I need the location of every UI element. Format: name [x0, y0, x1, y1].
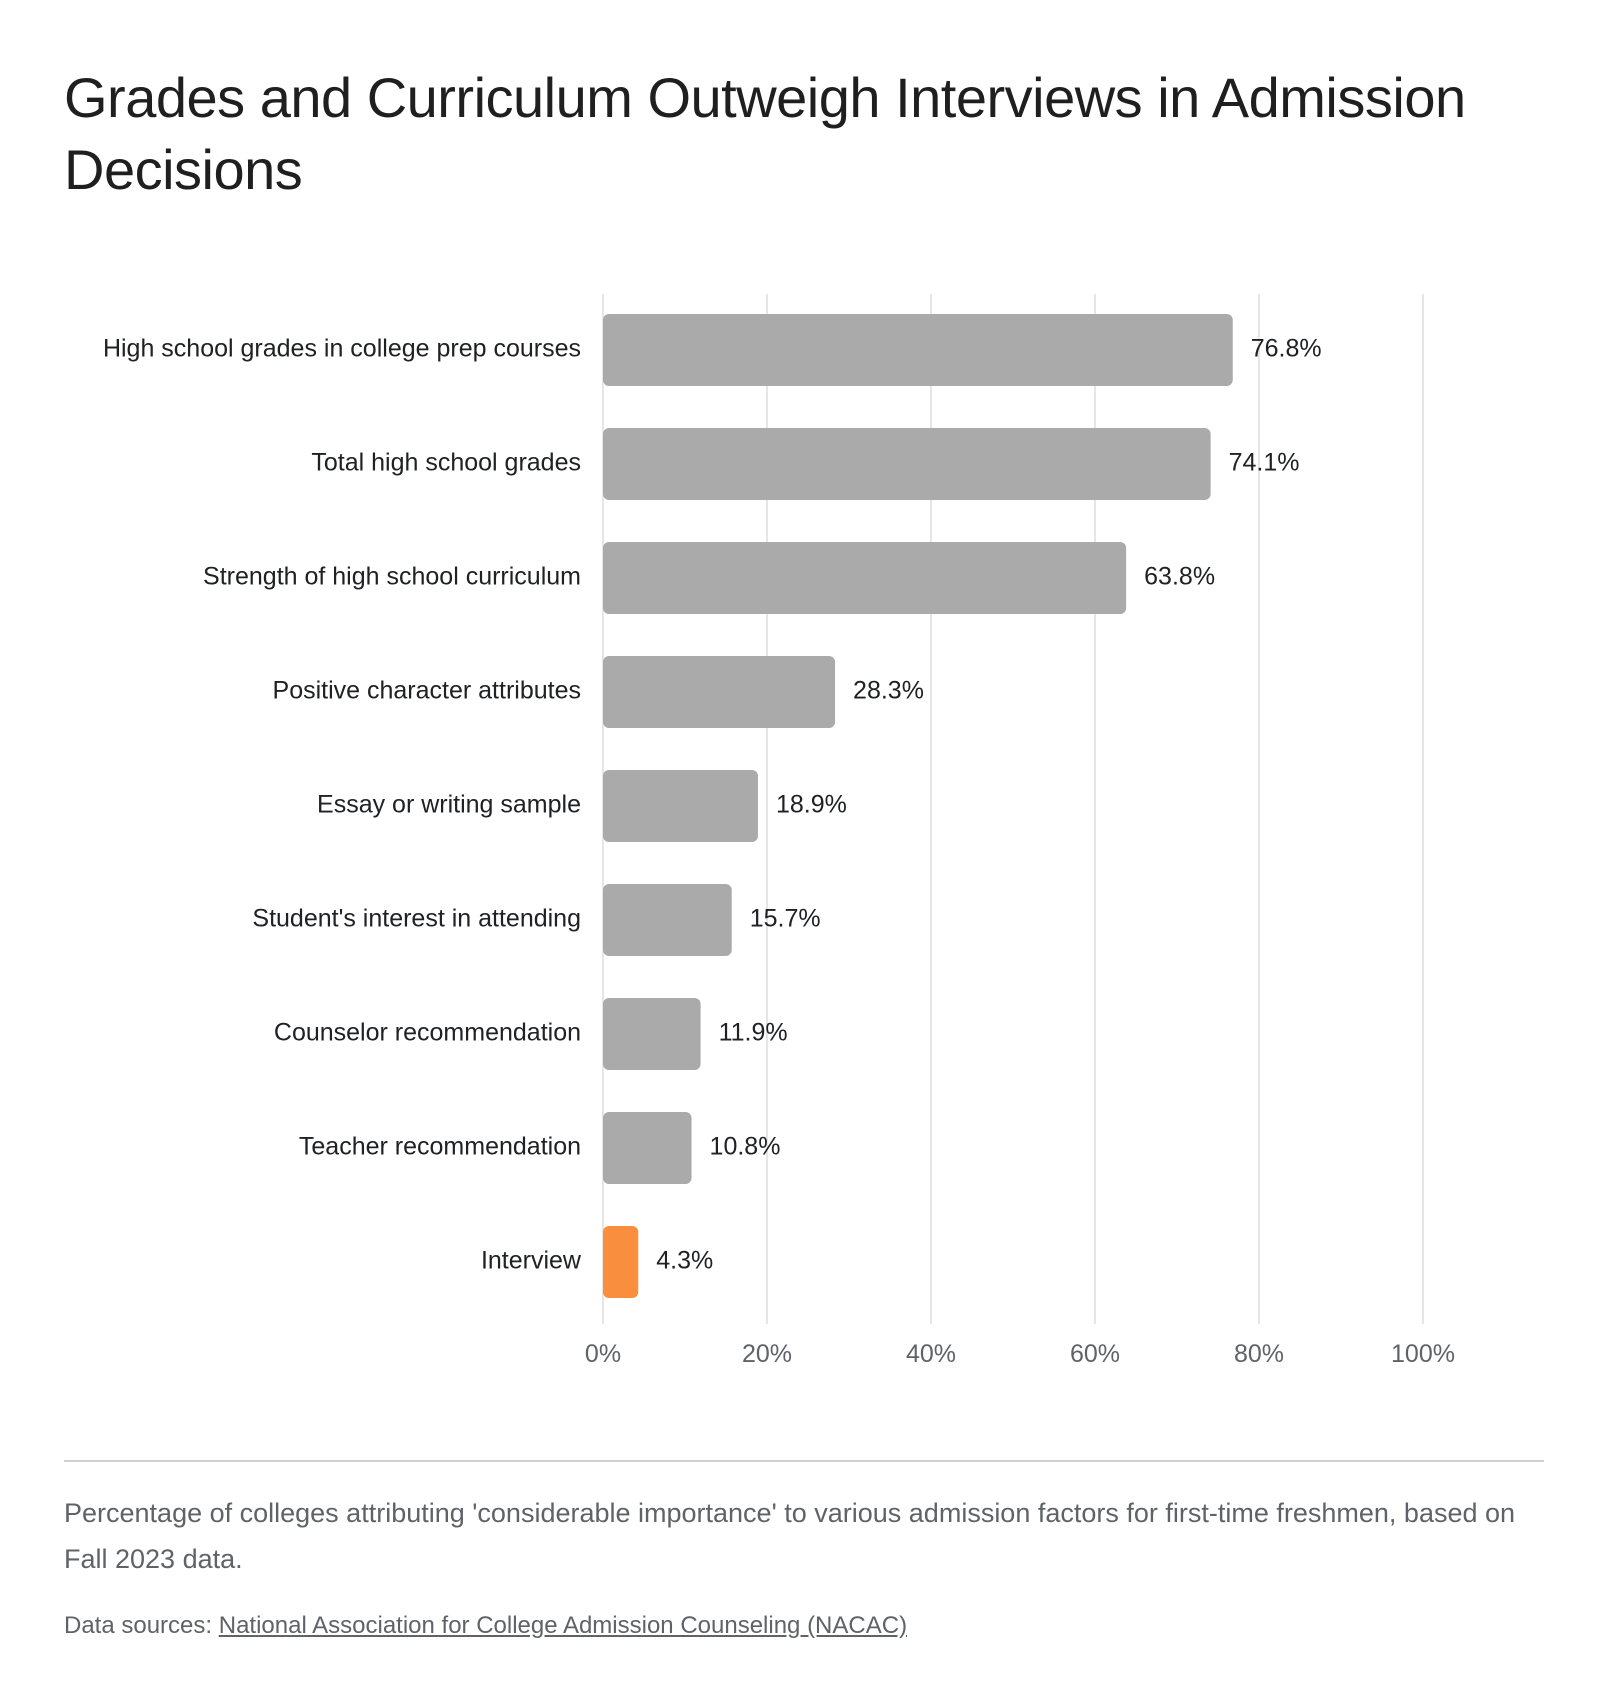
chart-caption: Percentage of colleges attributing 'cons…	[64, 1498, 1516, 1574]
bar	[603, 1226, 639, 1298]
bar	[603, 998, 701, 1070]
category-label: Essay or writing sample	[317, 791, 581, 819]
category-label: Student's interest in attending	[252, 905, 581, 933]
category-label: Strength of high school curriculum	[203, 563, 581, 591]
data-label: 74.1%	[1229, 449, 1300, 477]
bar	[603, 428, 1211, 500]
data-label: 10.8%	[710, 1133, 781, 1161]
bar	[603, 770, 758, 842]
x-tick-label: 20%	[742, 1340, 792, 1368]
category-label: Interview	[481, 1247, 582, 1275]
data-source: Data sources: National Association for C…	[64, 1610, 907, 1642]
x-axis-ticks: 0% 20% 40% 60% 80% 100%	[585, 1340, 1455, 1368]
chart-title: Grades and Curriculum Outweigh Interview…	[64, 66, 1466, 201]
data-label: 11.9%	[719, 1019, 788, 1047]
x-tick-label: 0%	[585, 1340, 621, 1368]
x-tick-label: 100%	[1391, 1340, 1455, 1368]
bar	[603, 314, 1233, 386]
value-labels: 76.8% 74.1% 63.8% 28.3% 18.9% 15.7% 11.9% 10.8%…	[656, 335, 1321, 1275]
data-label: 28.3%	[853, 677, 924, 705]
data-label: 4.3%	[656, 1247, 713, 1275]
category-label: Teacher recommendation	[299, 1133, 581, 1161]
bars	[603, 314, 1233, 1298]
category-label: Positive character attributes	[273, 677, 581, 705]
category-labels: High school grades in college prep cours…	[103, 335, 582, 1275]
bar-chart: High school grades in college prep cours…	[103, 294, 1455, 1368]
divider	[64, 1460, 1544, 1462]
data-label: 18.9%	[776, 791, 847, 819]
bar	[603, 884, 732, 956]
source-link[interactable]: National Association for College Admissi…	[218, 1612, 908, 1639]
data-label: 15.7%	[750, 905, 821, 933]
data-label: 63.8%	[1144, 563, 1215, 591]
category-label: Total high school grades	[311, 449, 581, 477]
x-tick-label: 80%	[1234, 1340, 1284, 1368]
x-tick-label: 40%	[906, 1340, 956, 1368]
bar	[603, 542, 1127, 614]
x-tick-label: 60%	[1070, 1340, 1120, 1368]
source-prefix: Data sources:	[64, 1612, 219, 1639]
bar	[603, 1112, 692, 1184]
bar	[603, 656, 836, 728]
data-label: 76.8%	[1251, 335, 1322, 363]
category-label: Counselor recommendation	[274, 1019, 581, 1047]
category-label: High school grades in college prep cours…	[103, 335, 581, 363]
